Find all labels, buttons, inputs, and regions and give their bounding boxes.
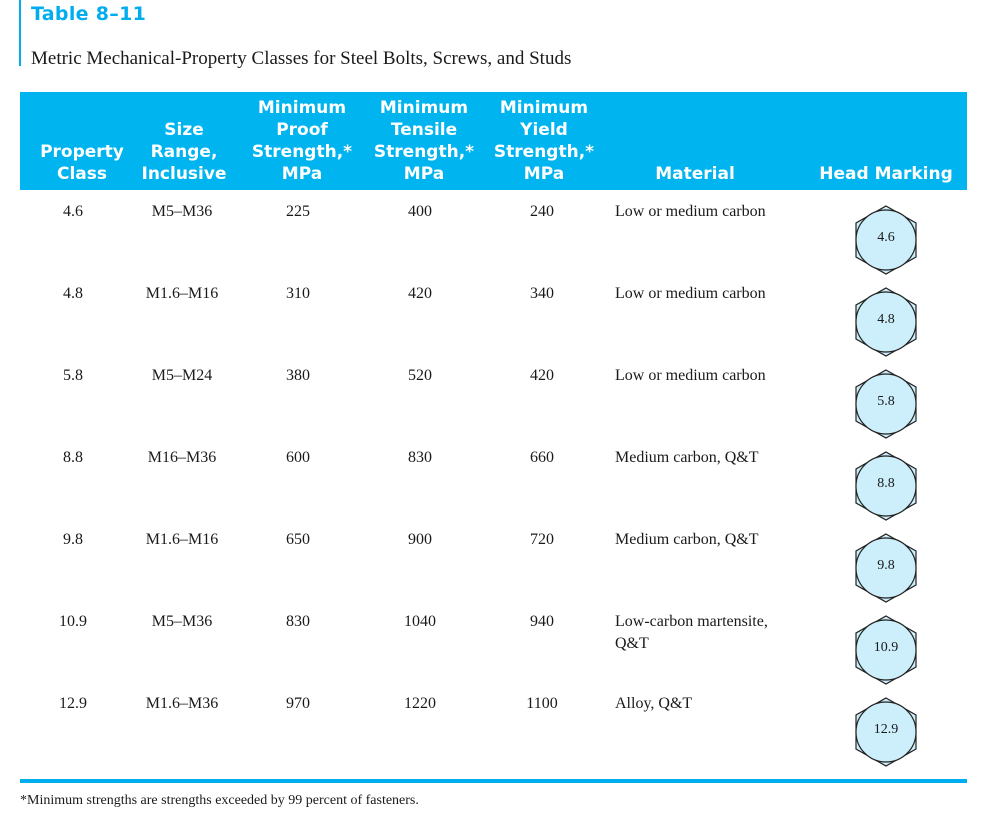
- material-line: Low or medium carbon: [615, 367, 766, 384]
- column-header-line: Head Marking: [819, 164, 953, 184]
- cell-tensile: 1220: [404, 695, 436, 712]
- cell-yield: 660: [530, 449, 554, 466]
- head-marking-hex-icon: 8.8: [853, 450, 919, 522]
- head-marking-label: 5.8: [877, 394, 895, 409]
- column-header-material: Material: [630, 163, 760, 185]
- title-accent-bar: [19, 0, 21, 66]
- head-marking-label: 4.6: [877, 230, 895, 245]
- cell-yield: 720: [530, 531, 554, 548]
- cell-size: M1.6–M16: [145, 285, 219, 302]
- head-marking-hex-icon: 12.9: [853, 696, 919, 768]
- table-caption: Metric Mechanical-Property Classes for S…: [31, 48, 572, 69]
- cell-proof: 225: [286, 203, 310, 220]
- cell-tensile: 830: [408, 449, 432, 466]
- column-header-line: Strength,*: [373, 142, 475, 162]
- column-header-line: Minimum: [499, 98, 589, 118]
- column-header-proof: Minimum Proof Strength,* MPa: [246, 97, 358, 185]
- cell-yield: 240: [530, 203, 554, 220]
- cell-proof: 650: [286, 531, 310, 548]
- material-line: Low or medium carbon: [615, 285, 766, 302]
- table-number: Table 8–11: [31, 3, 147, 25]
- cell-class: 4.8: [63, 285, 83, 302]
- head-marking-label: 4.8: [877, 312, 895, 327]
- cell-class: 10.9: [59, 613, 87, 630]
- cell-proof: 830: [286, 613, 310, 630]
- column-header-line: MPa: [403, 164, 445, 184]
- column-header-line: MPa: [523, 164, 565, 184]
- column-header-line: Inclusive: [141, 164, 227, 184]
- cell-material: Alloy, Q&T: [615, 693, 815, 715]
- cell-material: Medium carbon, Q&T: [615, 447, 815, 469]
- column-header-size: Size Range, Inclusive: [132, 119, 236, 185]
- column-header-line: Minimum: [379, 98, 469, 118]
- cell-tensile: 420: [408, 285, 432, 302]
- head-marking-hex-icon: 4.8: [853, 286, 919, 358]
- column-header-yield: Minimum Yield Strength,* MPa: [488, 97, 600, 185]
- table-header: Property Class Size Range, Inclusive Minimum P…: [20, 92, 967, 190]
- column-header-line: Material: [655, 164, 735, 184]
- column-header-tensile: Minimum Tensile Strength,* MPa: [367, 97, 481, 185]
- cell-tensile: 400: [408, 203, 432, 220]
- cell-proof: 600: [286, 449, 310, 466]
- material-line: Low or medium carbon: [615, 203, 766, 220]
- head-marking-label: 10.9: [873, 640, 899, 655]
- column-header-line: Strength,*: [251, 142, 353, 162]
- material-line: Alloy, Q&T: [615, 695, 693, 712]
- head-marking-label: 12.9: [873, 722, 899, 737]
- column-header-class: Property Class: [28, 141, 136, 185]
- cell-tensile: 520: [408, 367, 432, 384]
- cell-material: Medium carbon, Q&T: [615, 529, 815, 551]
- material-line: Q&T: [615, 635, 649, 652]
- cell-proof: 970: [286, 695, 310, 712]
- cell-yield: 340: [530, 285, 554, 302]
- column-header-line: Size: [164, 120, 204, 140]
- column-header-line: MPa: [281, 164, 323, 184]
- cell-tensile: 900: [408, 531, 432, 548]
- cell-proof: 310: [286, 285, 310, 302]
- head-marking-hex-icon: 9.8: [853, 532, 919, 604]
- cell-class: 4.6: [63, 203, 83, 220]
- material-line: Medium carbon, Q&T: [615, 449, 759, 466]
- material-line: Low-carbon martensite,: [615, 613, 768, 630]
- cell-class: 8.8: [63, 449, 83, 466]
- cell-size: M5–M36: [151, 613, 213, 630]
- head-marking-label: 8.8: [877, 476, 895, 491]
- column-header-line: Minimum: [257, 98, 347, 118]
- head-marking-hex-icon: 10.9: [853, 614, 919, 686]
- cell-size: M5–M24: [151, 367, 213, 384]
- cell-class: 5.8: [63, 367, 83, 384]
- cell-yield: 940: [530, 613, 554, 630]
- cell-material: Low or medium carbon: [615, 283, 815, 305]
- cell-proof: 380: [286, 367, 310, 384]
- column-header-line: Class: [56, 164, 107, 184]
- cell-size: M1.6–M16: [145, 531, 219, 548]
- head-marking-hex-icon: 4.6: [853, 204, 919, 276]
- column-header-line: Tensile: [390, 120, 458, 140]
- cell-tensile: 1040: [404, 613, 436, 630]
- column-header-line: Range,: [150, 142, 218, 162]
- cell-yield: 420: [530, 367, 554, 384]
- cell-size: M5–M36: [151, 203, 213, 220]
- cell-material: Low or medium carbon: [615, 201, 815, 223]
- cell-yield: 1100: [526, 695, 558, 712]
- cell-class: 9.8: [63, 531, 83, 548]
- cell-size: M1.6–M36: [145, 695, 219, 712]
- table-bottom-rule: [20, 779, 967, 783]
- head-marking-hex-icon: 5.8: [853, 368, 919, 440]
- column-header-line: Property: [40, 142, 124, 162]
- column-header-line: Proof: [276, 120, 328, 140]
- head-marking-label: 9.8: [877, 558, 895, 573]
- material-line: Medium carbon, Q&T: [615, 531, 759, 548]
- column-header-line: Strength,*: [493, 142, 595, 162]
- cell-material: Low-carbon martensite, Q&T: [615, 611, 815, 655]
- column-header-line: Yield: [520, 120, 568, 140]
- column-header-marking: Head Marking: [806, 163, 966, 185]
- footnote: *Minimum strengths are strengths exceede…: [20, 793, 419, 808]
- cell-class: 12.9: [59, 695, 87, 712]
- cell-material: Low or medium carbon: [615, 365, 815, 387]
- cell-size: M16–M36: [147, 449, 217, 466]
